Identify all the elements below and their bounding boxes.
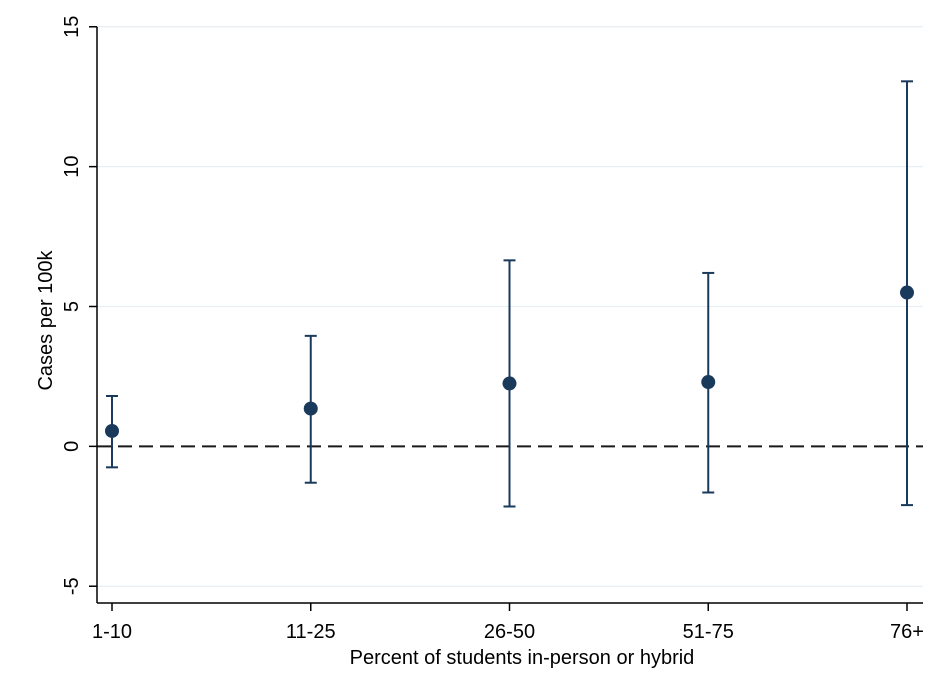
series-points — [105, 80, 914, 508]
x-axis-title: Percent of students in-person or hybrid — [350, 647, 695, 669]
x-tick-label: 11-25 — [286, 621, 336, 643]
y-tick-label: 15 — [61, 16, 83, 38]
x-axis-ticks: 1-10 11-25 26-50 51-75 76+ — [92, 603, 924, 643]
y-tick-label: 10 — [61, 156, 83, 178]
x-tick-label: 51-75 — [683, 621, 734, 643]
point-estimate — [105, 423, 119, 438]
y-tick-label: 0 — [61, 441, 83, 452]
point-estimate — [502, 376, 517, 391]
point-estimate — [900, 285, 914, 300]
x-tick-label: 76+ — [890, 621, 924, 643]
point-estimate — [701, 375, 716, 390]
y-axis-ticks: -5 0 5 10 15 — [61, 16, 97, 595]
y-tick-label: -5 — [61, 577, 83, 595]
gridlines — [97, 26, 923, 587]
y-tick-label: 5 — [61, 301, 83, 312]
y-axis-title: Cases per 100k — [35, 249, 57, 390]
x-tick-label: 1-10 — [92, 621, 132, 643]
point-estimate — [303, 401, 318, 416]
x-tick-label: 26-50 — [484, 621, 535, 643]
